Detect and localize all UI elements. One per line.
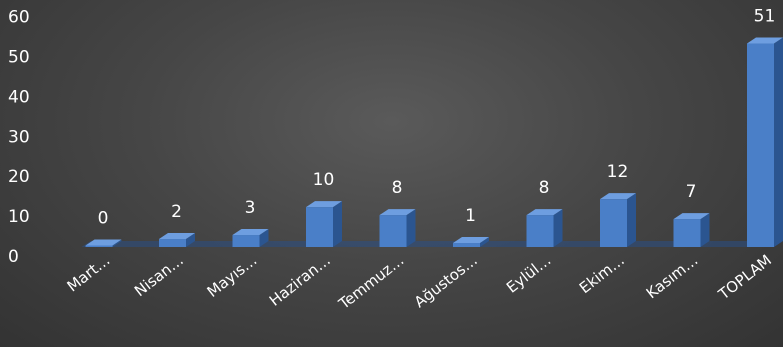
bar-top: [747, 37, 783, 44]
bar: [159, 233, 195, 247]
bar-side: [112, 239, 122, 247]
bar: [526, 209, 563, 247]
bar-top: [453, 237, 489, 244]
x-tick-label: Eylül…: [503, 251, 554, 297]
bar-top: [306, 201, 342, 208]
bar-side: [259, 229, 269, 247]
bar-front: [747, 43, 774, 248]
bar-front: [85, 245, 113, 247]
y-tick-label: 20: [8, 167, 30, 187]
x-axis: Mart… Nisan… Mayıs… Haziran… Temmuz… Ağustos……: [64, 251, 775, 313]
data-label: 2: [171, 202, 182, 222]
bar-side: [774, 37, 783, 248]
bar-series: [85, 37, 783, 248]
bar-top: [232, 229, 269, 236]
data-label: 51: [754, 7, 776, 27]
bar-top: [526, 209, 563, 216]
y-tick-label: 30: [8, 127, 30, 147]
x-tick-label: Mayıs…: [204, 251, 261, 301]
bar-side: [553, 209, 563, 247]
bar: [673, 213, 710, 247]
bar: [453, 237, 489, 247]
x-tick-label: Ekim…: [576, 251, 628, 297]
y-tick-label: 10: [8, 207, 30, 227]
x-tick-label: Haziran…: [266, 251, 334, 310]
bar-side: [480, 237, 489, 247]
bar-front: [453, 243, 480, 247]
bar-side: [406, 209, 416, 247]
bar: [85, 239, 122, 247]
data-label: 10: [313, 170, 335, 190]
bar-front: [232, 235, 260, 247]
y-tick-label: 0: [8, 247, 19, 267]
y-tick-label: 50: [8, 48, 30, 68]
x-tick-label: TOPLAM: [714, 251, 775, 304]
bar: [600, 193, 636, 247]
bar-front: [306, 207, 333, 247]
y-tick-label: 40: [8, 87, 30, 107]
bar-side: [627, 193, 636, 247]
bar-top: [85, 239, 122, 246]
bar-top: [600, 193, 636, 200]
x-tick-label: Temmuz…: [335, 251, 408, 313]
bar: [306, 201, 342, 247]
data-label: 3: [245, 198, 256, 218]
bar: [747, 37, 783, 248]
data-label: 8: [392, 178, 403, 198]
data-label: 12: [607, 162, 629, 182]
bar-side: [186, 233, 195, 247]
x-tick-label: Kasım…: [643, 251, 702, 302]
data-label: 7: [686, 182, 697, 202]
bar: [232, 229, 269, 247]
data-labels: 0 2 3 10 8 1 8 12 7 51: [98, 7, 776, 229]
bar-front: [159, 239, 186, 247]
x-tick-label: Mart…: [64, 251, 114, 295]
bar-front: [526, 215, 554, 247]
bar-top: [159, 233, 195, 240]
x-tick-label: Ağustos…: [411, 251, 481, 311]
y-tick-label: 60: [8, 8, 30, 28]
bar-side: [333, 201, 342, 247]
data-label: 8: [539, 178, 550, 198]
data-label: 0: [98, 209, 109, 229]
y-axis: 0 10 20 30 40 50 60: [8, 8, 30, 267]
bar-front: [600, 199, 627, 247]
data-label: 1: [465, 206, 476, 226]
bar-front: [379, 215, 407, 247]
bar-top: [673, 213, 710, 220]
bar: [379, 209, 416, 247]
bar-top: [379, 209, 416, 216]
x-tick-label: Nisan…: [131, 251, 187, 300]
bar-front: [673, 219, 701, 247]
bar-side: [700, 213, 710, 247]
